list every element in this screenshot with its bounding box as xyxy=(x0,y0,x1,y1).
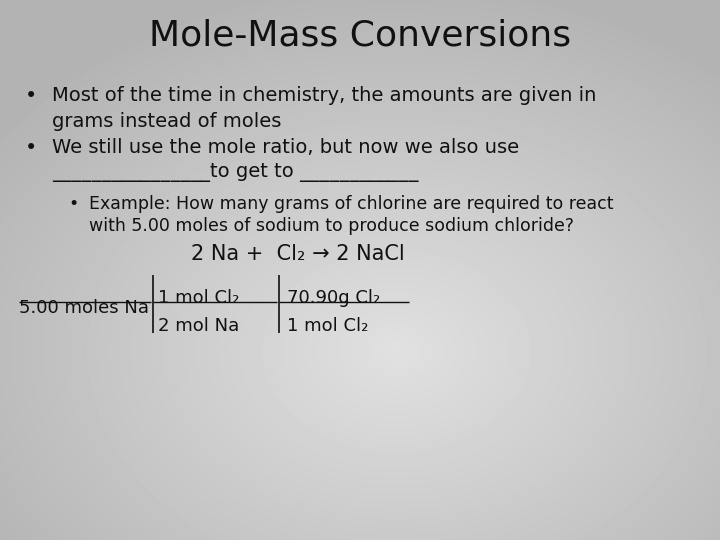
Text: 70.90g Cl₂: 70.90g Cl₂ xyxy=(287,289,380,307)
Text: 1 mol Cl₂: 1 mol Cl₂ xyxy=(158,289,240,307)
Text: 1 mol Cl₂: 1 mol Cl₂ xyxy=(287,317,368,335)
Text: grams instead of moles: grams instead of moles xyxy=(52,112,282,131)
Text: 2 mol Na: 2 mol Na xyxy=(158,317,240,335)
Text: with 5.00 moles of sodium to produce sodium chloride?: with 5.00 moles of sodium to produce sod… xyxy=(89,217,574,235)
Text: Mole-Mass Conversions: Mole-Mass Conversions xyxy=(149,19,571,53)
Text: Example: How many grams of chlorine are required to react: Example: How many grams of chlorine are … xyxy=(89,195,613,213)
Text: We still use the mole ratio, but now we also use: We still use the mole ratio, but now we … xyxy=(52,138,519,157)
Text: Most of the time in chemistry, the amounts are given in: Most of the time in chemistry, the amoun… xyxy=(52,86,596,105)
Text: •: • xyxy=(68,195,78,213)
Text: •: • xyxy=(25,138,37,158)
Text: ________________to get to ____________: ________________to get to ____________ xyxy=(52,163,418,182)
Text: 2 Na +  Cl₂ → 2 NaCl: 2 Na + Cl₂ → 2 NaCl xyxy=(191,244,405,264)
Text: •: • xyxy=(25,86,37,106)
Text: 5.00 moles Na: 5.00 moles Na xyxy=(19,299,149,317)
